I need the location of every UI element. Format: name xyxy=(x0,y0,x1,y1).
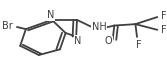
Text: F: F xyxy=(160,11,166,21)
Text: N: N xyxy=(47,10,55,20)
Text: F: F xyxy=(136,40,141,50)
Text: O: O xyxy=(105,36,112,46)
Text: F: F xyxy=(160,25,166,35)
Text: N: N xyxy=(74,36,81,46)
Text: Br: Br xyxy=(2,21,13,31)
Text: NH: NH xyxy=(92,22,106,32)
